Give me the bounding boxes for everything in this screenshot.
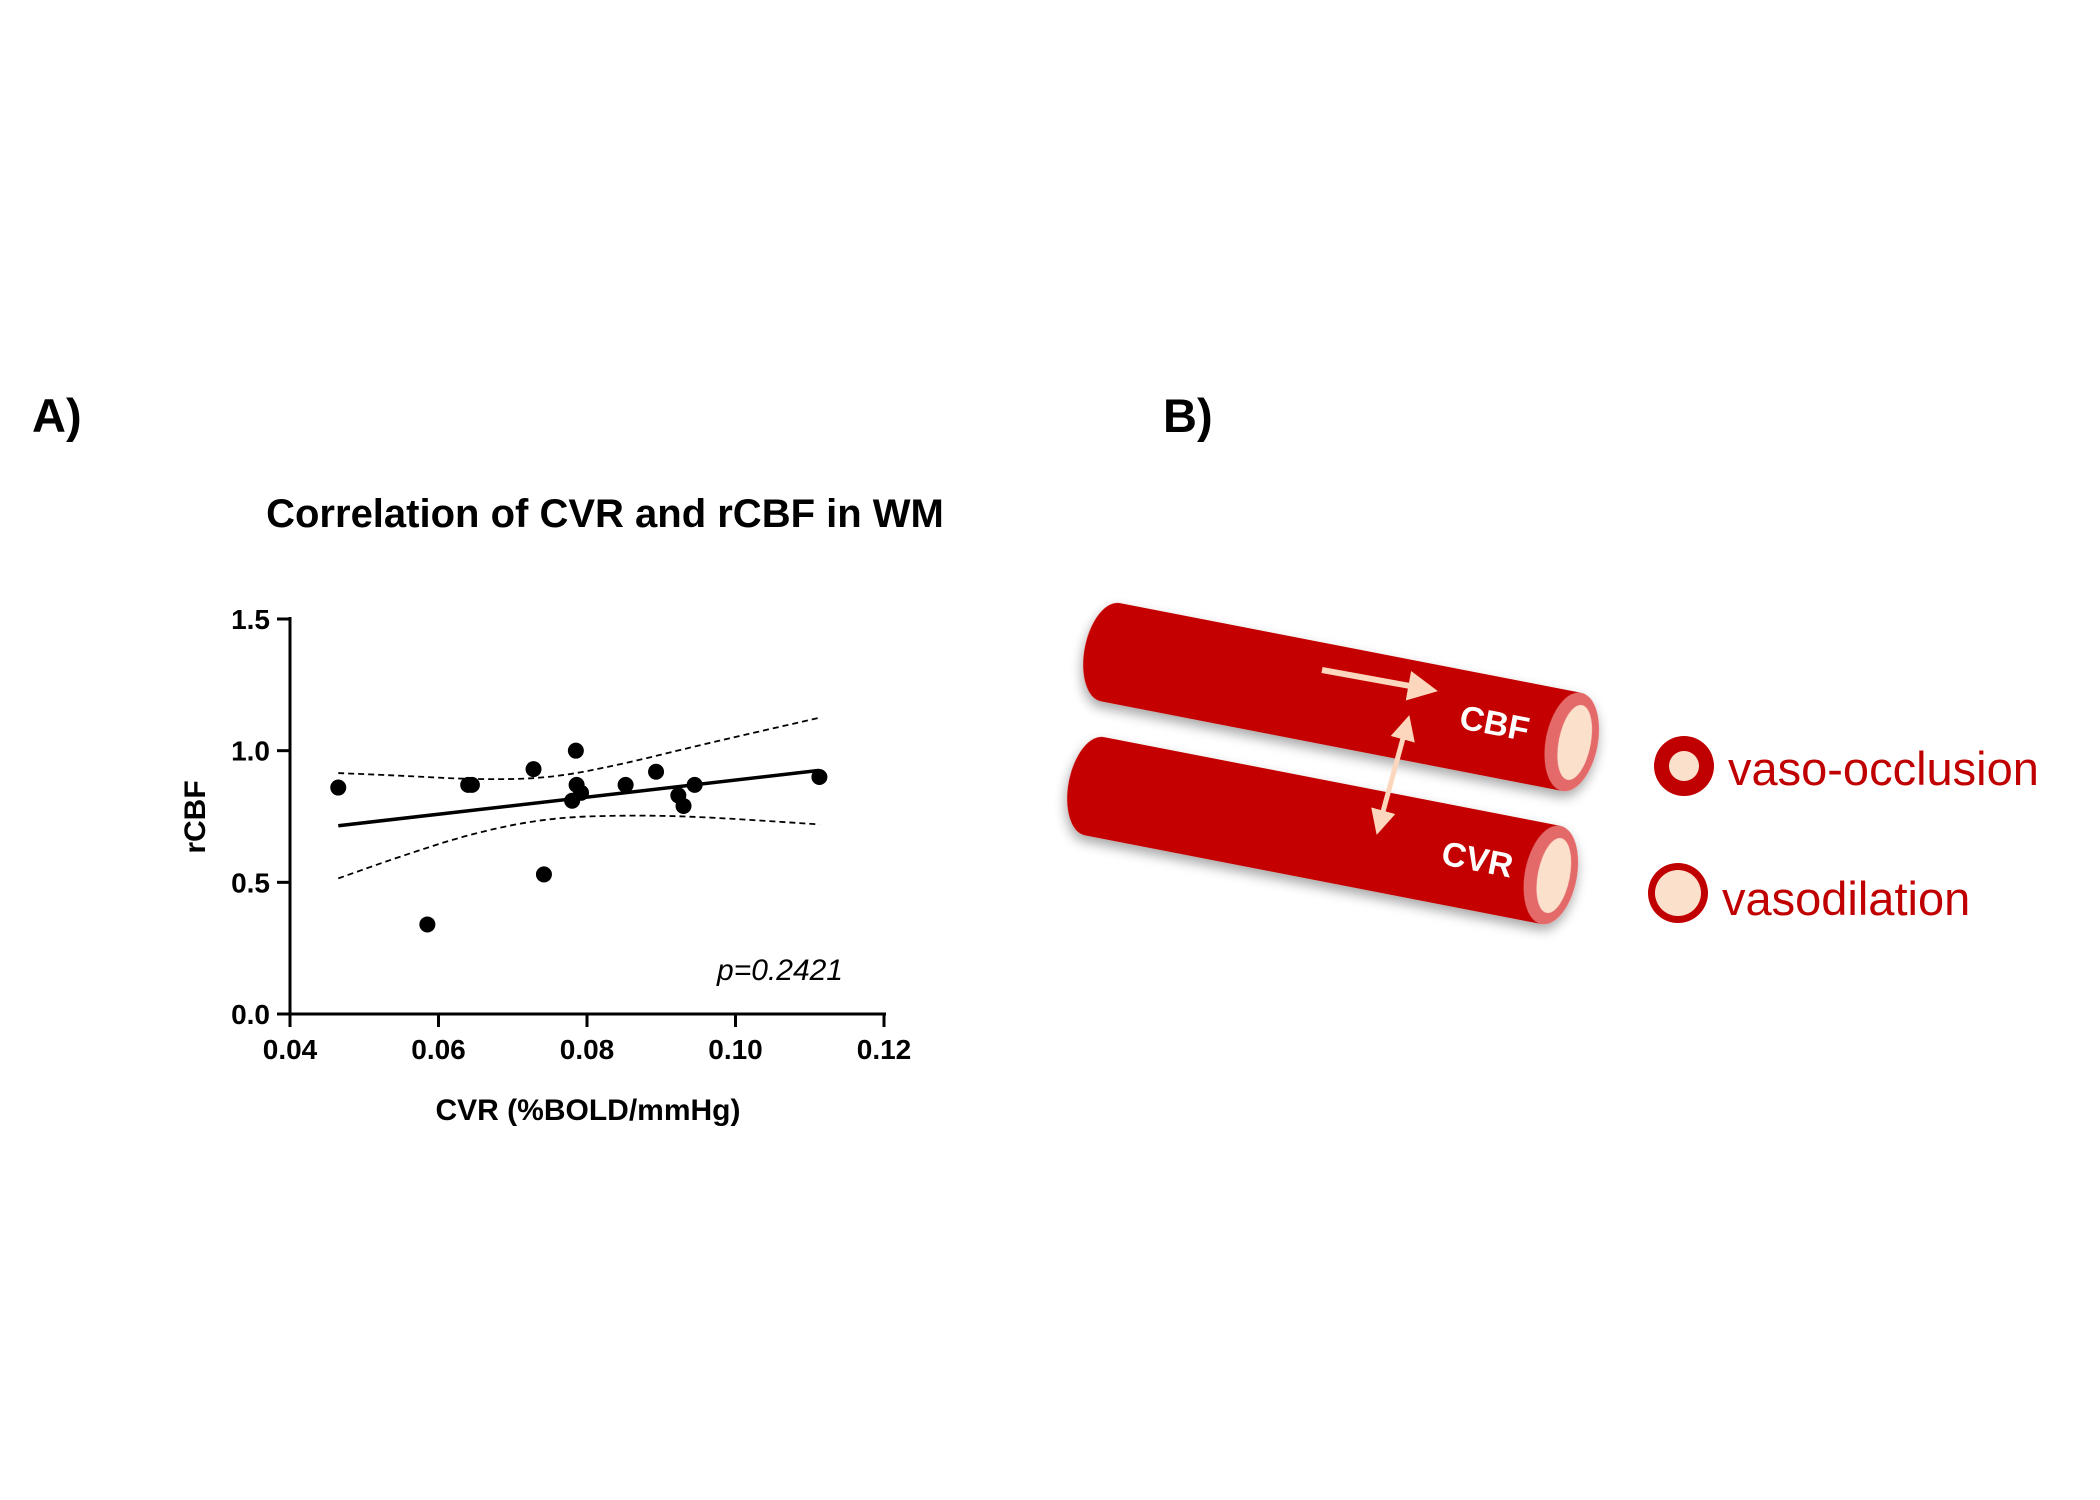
vessel-cbf (1083, 602, 1600, 792)
panel-label-a: A) (32, 389, 82, 442)
data-point (525, 761, 542, 778)
scatter-chart: Correlation of CVR and rCBF in WM 0.04 0.… (179, 492, 944, 1127)
coupling-arrow (1371, 715, 1415, 835)
data-point (463, 776, 480, 793)
x-tick-label: 0.12 (857, 1034, 912, 1065)
x-tick-label: 0.08 (560, 1034, 615, 1065)
data-point (686, 776, 703, 793)
y-tick-label: 0.0 (231, 999, 270, 1030)
y-axis-label: rCBF (179, 780, 212, 853)
x-tick-label: 0.06 (411, 1034, 466, 1065)
flow-arrow (1321, 667, 1438, 701)
vessel-cvr (1067, 736, 1579, 925)
panel-label-b: B) (1163, 389, 1213, 442)
legend-occlusion-label: vaso-occlusion (1728, 742, 2039, 795)
data-point (535, 866, 552, 883)
chart-title: Correlation of CVR and rCBF in WM (266, 492, 944, 536)
confidence-band-lower (337, 814, 820, 880)
y-tick-label: 0.5 (231, 867, 270, 898)
p-value-annotation: p=0.2421 (716, 954, 843, 987)
legend-occlusion-icon (1654, 736, 1714, 796)
data-point (573, 784, 590, 801)
y-tick-label: 1.5 (231, 604, 270, 635)
data-point (811, 769, 828, 785)
data-point (419, 916, 436, 933)
x-axis-label: CVR (%BOLD/mmHg) (436, 1094, 741, 1127)
confidence-band-upper (338, 716, 820, 781)
plot-area: 0.04 0.06 0.08 0.10 0.12 0.0 0.5 1.0 1.5 (231, 604, 911, 1065)
data-point (648, 763, 665, 780)
data-point (675, 797, 692, 814)
legend-dilation-label: vasodilation (1722, 872, 1970, 925)
data-point (567, 742, 584, 759)
x-tick-label: 0.10 (708, 1034, 763, 1065)
x-tick-label: 0.04 (263, 1034, 318, 1065)
data-point (330, 779, 347, 796)
data-point (617, 776, 634, 793)
y-tick-label: 1.0 (231, 736, 270, 767)
legend-dilation-icon (1648, 863, 1708, 923)
